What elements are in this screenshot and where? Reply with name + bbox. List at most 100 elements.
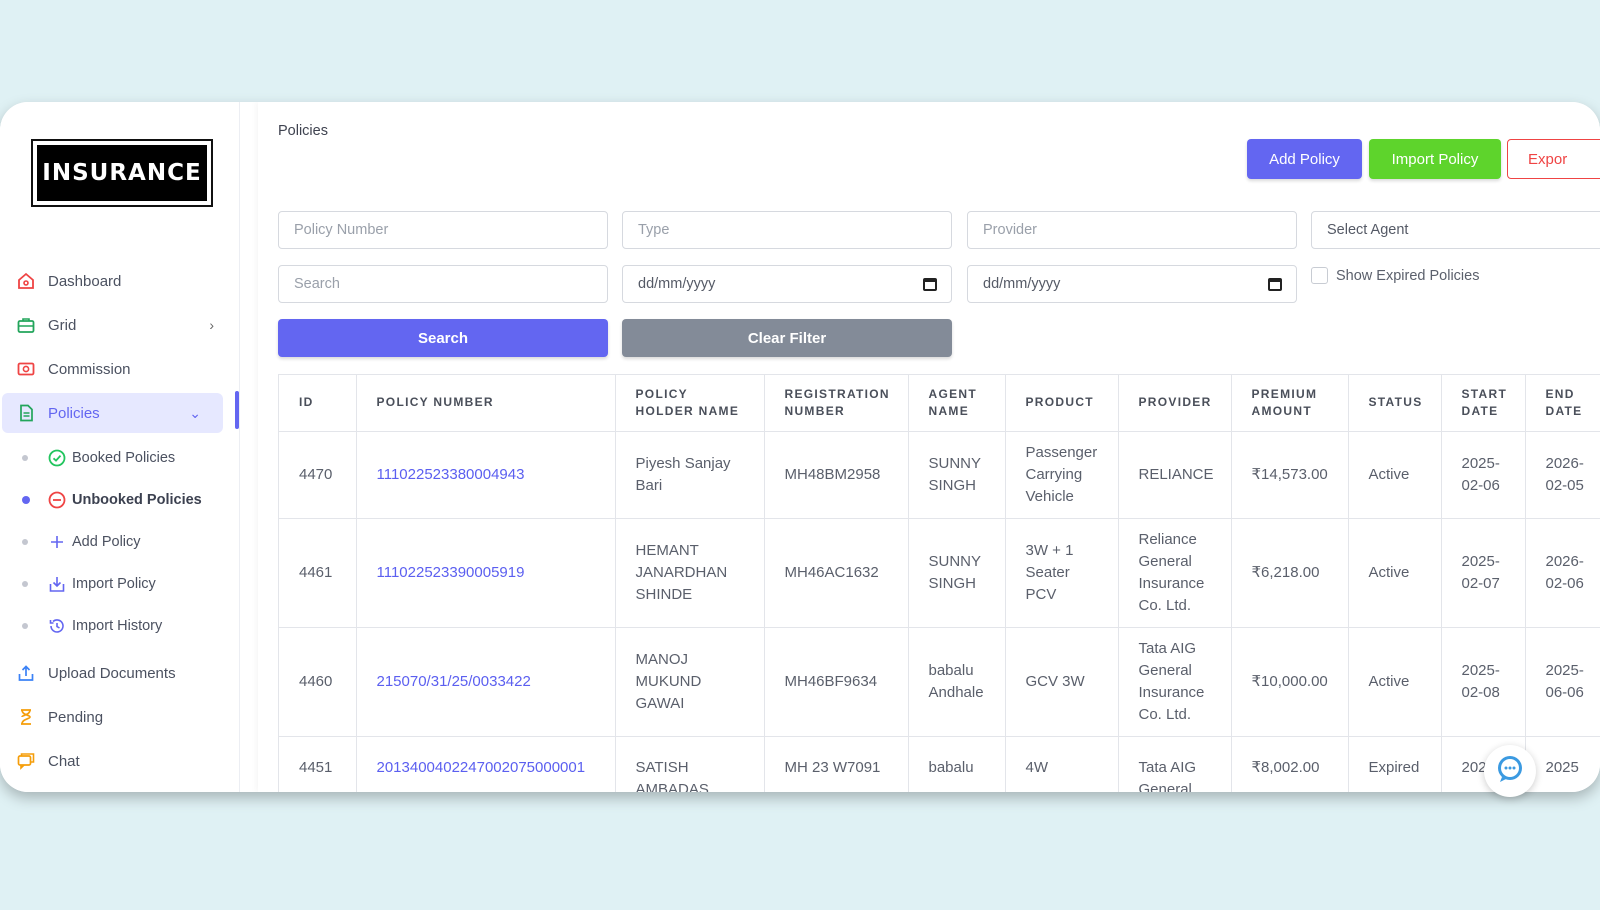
sidebar-nav: Dashboard Grid › Commission Policies xyxy=(0,259,240,785)
app-window: INSURANCE Dashboard Grid › Commissi xyxy=(0,102,1600,792)
bullet xyxy=(22,455,28,461)
table-row[interactable]: 4470 111022523380004943 Piyesh Sanjay Ba… xyxy=(279,431,1600,519)
cash-icon xyxy=(16,359,36,379)
cell-start-date: 2025-02-06 xyxy=(1441,431,1526,519)
sidebar-item-policies[interactable]: Policies ⌄ xyxy=(2,393,223,433)
col-header-status[interactable]: STATUS xyxy=(1348,375,1442,432)
table-row[interactable]: 4461 111022523390005919 HEMANT JANARDHAN… xyxy=(279,518,1600,628)
sidebar-item-dashboard[interactable]: Dashboard xyxy=(2,261,240,301)
import-policy-button[interactable]: Import Policy xyxy=(1369,139,1501,179)
chat-widget-button[interactable] xyxy=(1484,745,1536,797)
policy-number-input[interactable]: Policy Number xyxy=(278,211,608,249)
minus-circle-icon xyxy=(48,491,66,509)
show-expired-toggle[interactable]: Show Expired Policies xyxy=(1311,267,1479,284)
col-header-id[interactable]: ID xyxy=(279,375,357,432)
col-header-provider[interactable]: PROVIDER xyxy=(1118,375,1232,432)
agent-select[interactable]: Select Agent xyxy=(1311,211,1600,249)
sidebar-subitem-label: Unbooked Policies xyxy=(72,492,202,508)
sidebar-item-commission[interactable]: Commission xyxy=(2,349,240,389)
sidebar-subitem-import-policy[interactable]: Import Policy xyxy=(0,563,240,605)
calendar-icon[interactable] xyxy=(923,278,937,291)
cell-premium: ₹10,000.00 xyxy=(1231,627,1349,737)
show-expired-checkbox[interactable] xyxy=(1311,267,1328,284)
cell-id: 4460 xyxy=(279,627,357,737)
sidebar-item-label: Chat xyxy=(48,752,80,770)
sidebar-item-label: Policies xyxy=(48,404,100,422)
cell-policy-number-link[interactable]: 2013400402247002075000001 xyxy=(356,736,616,792)
cell-provider: Tata AIG General Insurance Co. Ltd. xyxy=(1118,627,1232,737)
table-row[interactable]: 4451 2013400402247002075000001 SATISH AM… xyxy=(279,736,1600,792)
cell-end-date: 2026-02-06 xyxy=(1525,518,1600,628)
cell-registration: MH 23 W7091 xyxy=(764,736,909,792)
sidebar-item-grid[interactable]: Grid › xyxy=(2,305,240,345)
col-header-holder-name[interactable]: POLICY HOLDER NAME xyxy=(615,375,765,432)
search-placeholder: Search xyxy=(294,276,340,292)
upload-icon xyxy=(16,663,36,683)
sidebar-item-pending[interactable]: Pending xyxy=(2,697,240,737)
add-policy-button[interactable]: Add Policy xyxy=(1247,139,1362,179)
cell-start-date: 2025-02-08 xyxy=(1441,627,1526,737)
check-circle-icon xyxy=(48,449,66,467)
sidebar-subitem-label: Add Policy xyxy=(72,534,141,550)
search-button[interactable]: Search xyxy=(278,319,608,357)
chevron-right-icon: › xyxy=(209,317,214,333)
cell-agent: SUNNY SINGH xyxy=(908,518,1006,628)
cell-policy-number-link[interactable]: 111022523390005919 xyxy=(356,518,616,628)
col-header-agent[interactable]: AGENT NAME xyxy=(908,375,1006,432)
cell-id: 4470 xyxy=(279,431,357,519)
sidebar-subitem-import-history[interactable]: Import History xyxy=(0,605,240,647)
cell-policy-number-link[interactable]: 215070/31/25/0033422 xyxy=(356,627,616,737)
cell-status: Active xyxy=(1348,431,1442,519)
table-row[interactable]: 4460 215070/31/25/0033422 MANOJ MUKUND G… xyxy=(279,627,1600,737)
cell-provider: Tata AIG General xyxy=(1118,736,1232,792)
sidebar-item-label: Dashboard xyxy=(48,272,122,290)
cell-product: 3W + 1 Seater PCV xyxy=(1005,518,1119,628)
cell-status: Active xyxy=(1348,627,1442,737)
end-date-input[interactable]: dd/mm/yyyy xyxy=(967,265,1297,303)
cell-premium: ₹14,573.00 xyxy=(1231,431,1349,519)
export-button[interactable]: Expor xyxy=(1507,139,1600,179)
cell-premium: ₹6,218.00 xyxy=(1231,518,1349,628)
sidebar-subitem-unbooked[interactable]: Unbooked Policies xyxy=(0,479,240,521)
sidebar-subitem-add-policy[interactable]: Add Policy xyxy=(0,521,240,563)
cell-end-date: 2025-06-06 xyxy=(1525,627,1600,737)
search-input[interactable]: Search xyxy=(278,265,608,303)
bullet xyxy=(22,581,28,587)
briefcase-icon xyxy=(16,315,36,335)
table-header-row: ID POLICY NUMBER POLICY HOLDER NAME REGI… xyxy=(279,375,1600,432)
clear-filter-button[interactable]: Clear Filter xyxy=(622,319,952,357)
sidebar-item-label: Upload Documents xyxy=(48,664,176,682)
policy-number-placeholder: Policy Number xyxy=(294,222,389,238)
col-header-product[interactable]: PRODUCT xyxy=(1005,375,1119,432)
sidebar-item-label: Commission xyxy=(48,360,131,378)
calendar-icon[interactable] xyxy=(1268,278,1282,291)
cell-product: GCV 3W xyxy=(1005,627,1119,737)
sidebar-subitem-booked[interactable]: Booked Policies xyxy=(0,437,240,479)
main-content: Policies Add Policy Import Policy Expor … xyxy=(258,102,1600,792)
agent-select-value: Select Agent xyxy=(1327,222,1409,238)
cell-agent: SUNNY SINGH xyxy=(908,431,1006,519)
cell-holder-name: SATISH AMBADAS xyxy=(615,736,765,792)
col-header-end-date[interactable]: END DATE xyxy=(1525,375,1600,432)
provider-input[interactable]: Provider xyxy=(967,211,1297,249)
type-input[interactable]: Type xyxy=(622,211,952,249)
cell-policy-number-link[interactable]: 111022523380004943 xyxy=(356,431,616,519)
cell-agent: babalu Andhale xyxy=(908,627,1006,737)
sidebar-item-chat[interactable]: Chat xyxy=(2,741,240,781)
cell-id: 4451 xyxy=(279,736,357,792)
col-header-policy-number[interactable]: POLICY NUMBER xyxy=(356,375,616,432)
sidebar: INSURANCE Dashboard Grid › Commissi xyxy=(0,102,240,792)
sidebar-subitem-label: Booked Policies xyxy=(72,450,176,466)
cell-premium: ₹8,002.00 xyxy=(1231,736,1349,792)
brand-logo[interactable]: INSURANCE xyxy=(31,139,213,207)
start-date-input[interactable]: dd/mm/yyyy xyxy=(622,265,952,303)
sidebar-item-upload-documents[interactable]: Upload Documents xyxy=(2,653,240,693)
policies-table: ID POLICY NUMBER POLICY HOLDER NAME REGI… xyxy=(278,374,1600,792)
cell-provider: RELIANCE xyxy=(1118,431,1232,519)
sidebar-subitem-label: Import Policy xyxy=(72,576,156,592)
col-header-start-date[interactable]: START DATE xyxy=(1441,375,1526,432)
col-header-premium[interactable]: PREMIUM AMOUNT xyxy=(1231,375,1349,432)
bullet xyxy=(22,539,28,545)
col-header-registration[interactable]: REGISTRATION NUMBER xyxy=(764,375,909,432)
end-date-value: dd/mm/yyyy xyxy=(983,276,1061,292)
